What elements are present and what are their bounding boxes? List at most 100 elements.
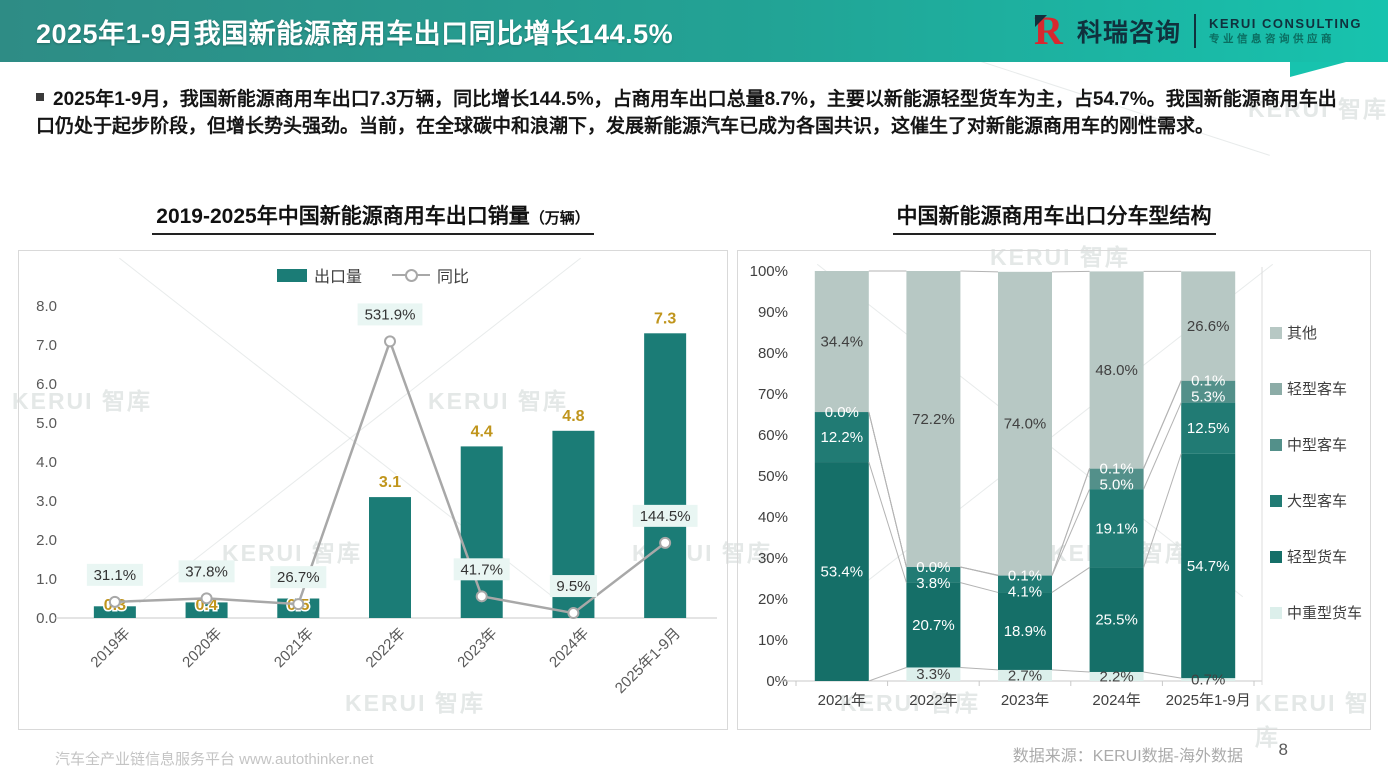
segment-label: 19.1% — [1095, 520, 1138, 537]
series-connector — [868, 411, 907, 568]
segment-label: 12.2% — [821, 429, 864, 446]
segment-label: 12.5% — [1187, 420, 1230, 437]
y-axis-tick: 70% — [758, 386, 788, 403]
y-axis-tick: 40% — [758, 509, 788, 526]
logo-brand-en: KERUI CONSULTING — [1208, 16, 1362, 32]
segment-中重型货车 — [1089, 671, 1144, 681]
series-connector — [1143, 402, 1182, 490]
x-axis-label: 2024年 — [546, 625, 592, 671]
y-axis-tick: 8.0 — [36, 298, 57, 315]
bar-swatch-icon — [276, 268, 307, 282]
legend-item-轻型货车: 轻型货车 — [1269, 545, 1362, 568]
vehicle-type-structure-chart: 0% 10% 20% 30% 40% 50% 60% 70% 80% 90% 100% 2021年 20… — [750, 263, 1263, 709]
segment-其他 — [906, 271, 961, 568]
segment-label: 26.6% — [1187, 318, 1230, 335]
x-axis-label: 2020年 — [179, 625, 225, 671]
segment-大型客车 — [814, 412, 869, 463]
y-axis-tick: 5.0 — [36, 415, 57, 432]
footer-platform-text: 汽车全产业链信息服务平台 www.autothinker.net — [55, 751, 374, 768]
bar-value-label: 4.4 — [471, 423, 493, 440]
legend-item-大型客车: 大型客车 — [1269, 489, 1362, 512]
x-axis-label: 2021年 — [818, 692, 866, 709]
yoy-label-box — [453, 558, 510, 581]
segment-其他 — [1089, 271, 1144, 469]
segment-大型客车 — [998, 575, 1052, 593]
segment-label: 2.2% — [1099, 668, 1133, 685]
series-connector — [1051, 488, 1091, 576]
x-axis-label: 2021年 — [271, 625, 317, 671]
series-connector — [960, 270, 999, 273]
yoy-label: 144.5% — [640, 508, 691, 525]
y-axis-tick: 0.0 — [36, 610, 57, 627]
segment-中型客车 — [1089, 468, 1144, 490]
footer-page-number: 8 — [1278, 740, 1288, 759]
yoy-marker — [384, 335, 396, 348]
legend-label: 其他 — [1286, 325, 1317, 342]
legend-item-轻型客车: 轻型客车 — [1269, 377, 1362, 400]
yoy-label-box — [86, 563, 143, 586]
legend-swatch-icon — [1269, 494, 1282, 507]
yoy-label: 37.8% — [185, 563, 228, 580]
yoy-label: 41.7% — [460, 561, 503, 578]
yoy-marker — [292, 598, 305, 611]
logo-divider — [1193, 14, 1196, 48]
segment-label: 20.7% — [912, 617, 955, 634]
yoy-marker — [200, 592, 213, 605]
segment-大型客车 — [906, 567, 961, 583]
legend-item-export-volume: 出口量 — [276, 263, 362, 287]
x-axis-label: 2024年 — [1092, 692, 1140, 709]
segment-label: 74.0% — [1004, 416, 1047, 433]
bar-2020年 — [185, 602, 228, 618]
segment-label: 34.4% — [821, 334, 864, 351]
segment-label: 53.4% — [821, 564, 864, 581]
y-axis-tick: 50% — [758, 468, 788, 485]
segment-label: 48.0% — [1095, 362, 1138, 379]
left-chart-unit: （万辆） — [529, 210, 590, 227]
legend-label: 大型客车 — [1286, 493, 1347, 510]
segment-label: 0.1% — [1099, 460, 1133, 477]
legend-item-中重型货车: 中重型货车 — [1269, 601, 1362, 624]
segment-label: 5.0% — [1099, 476, 1133, 493]
x-axis-label: 2019年 — [87, 625, 133, 671]
y-axis-tick: 90% — [758, 304, 788, 321]
segment-大型客车 — [1181, 402, 1236, 454]
segment-label: 0.0% — [825, 404, 859, 421]
yoy-marker — [659, 536, 672, 549]
vehicle-type-structure-panel: 0% 10% 20% 30% 40% 50% 60% 70% 80% 90% 100% 2021年 20… — [737, 250, 1371, 730]
legend-item-其他: 其他 — [1269, 321, 1362, 344]
kerui-logo-icon: R — [1034, 8, 1068, 53]
segment-轻型货车 — [1181, 453, 1236, 679]
segment-label: 25.5% — [1095, 612, 1138, 629]
legend-label: 轻型客车 — [1286, 381, 1347, 398]
yoy-label: 9.5% — [556, 578, 590, 595]
segment-label: 0.7% — [1191, 672, 1225, 689]
series-connector — [868, 666, 907, 682]
kerui-logo: R 科瑞咨询 KERUI CONSULTING 专业信息咨询供应商 — [1034, 0, 1362, 62]
segment-其他 — [998, 271, 1052, 576]
left-chart-title: 2019-2025年中国新能源商用车出口销量（万辆） — [18, 200, 728, 235]
segment-中重型货车 — [906, 667, 961, 681]
legend-label: 中重型货车 — [1286, 605, 1362, 622]
segment-label: 18.9% — [1004, 623, 1047, 640]
y-axis-tick: 30% — [758, 550, 788, 567]
bullet-square-icon — [36, 93, 44, 101]
legend-label: 中型客车 — [1286, 437, 1347, 454]
y-axis-tick: 100% — [750, 263, 788, 280]
yoy-marker — [475, 590, 488, 603]
series-connector — [960, 582, 999, 593]
series-connector — [1051, 567, 1090, 593]
segment-label: 4.1% — [1008, 583, 1042, 600]
yoy-marker — [108, 595, 121, 608]
right-chart-title: 中国新能源商用车出口分车型结构 — [737, 200, 1371, 235]
y-axis-tick: 4.0 — [36, 454, 57, 471]
y-axis-tick: 60% — [758, 427, 788, 444]
series-connector — [1051, 669, 1090, 673]
segment-label: 5.3% — [1191, 389, 1225, 406]
series-connector — [1051, 468, 1091, 576]
header-bar: 2025年1-9月我国新能源商用车出口同比增长144.5% R 科瑞咨询 KER… — [0, 0, 1388, 62]
y-axis-tick: 80% — [758, 345, 788, 362]
y-axis-tick: 0% — [766, 673, 788, 690]
bar-2019年 — [93, 606, 136, 618]
legend-swatch-icon — [1269, 382, 1282, 395]
series-connector — [960, 566, 999, 576]
